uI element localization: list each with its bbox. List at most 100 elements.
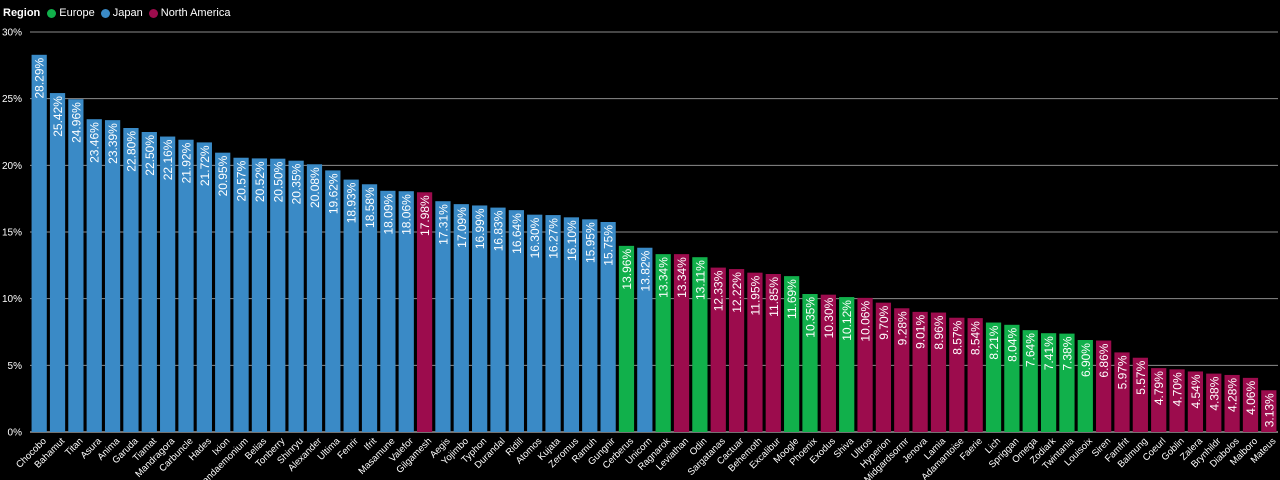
bar-masamune[interactable] xyxy=(380,190,396,432)
bar-ramuh[interactable] xyxy=(582,219,598,432)
bar-midgardsormr[interactable] xyxy=(894,308,910,432)
data-label: 4.38% xyxy=(1207,376,1221,410)
bar-gungnir[interactable] xyxy=(600,222,616,432)
bar-aegis[interactable] xyxy=(435,201,451,432)
bar-zodiark[interactable] xyxy=(1040,333,1057,432)
bar-malboro[interactable] xyxy=(1242,377,1259,432)
bar-mandragora[interactable] xyxy=(160,136,176,433)
bar-hyperion[interactable] xyxy=(875,302,892,432)
bar-diabolos[interactable] xyxy=(1224,374,1240,432)
bar-bahamut[interactable] xyxy=(49,93,66,433)
bar-goblin[interactable] xyxy=(1169,369,1185,432)
bar-exodus[interactable] xyxy=(820,294,836,432)
bar-ultima[interactable] xyxy=(325,170,341,432)
bar-cactuar[interactable] xyxy=(728,269,745,432)
legend-item-europe[interactable]: Europe xyxy=(47,7,95,19)
bar-shinryu[interactable] xyxy=(288,160,304,432)
bar-phoenix[interactable] xyxy=(802,294,818,432)
data-label: 11.69% xyxy=(785,279,799,319)
data-label: 12.33% xyxy=(712,270,726,311)
data-label: 15.95% xyxy=(583,222,597,263)
bar-mateus[interactable] xyxy=(1261,390,1277,432)
data-label: 8.21% xyxy=(987,325,1001,359)
bar-ridill[interactable] xyxy=(508,210,524,432)
bar-zalera[interactable] xyxy=(1187,371,1204,432)
bar-odin[interactable] xyxy=(692,257,708,432)
bar-omega[interactable] xyxy=(1022,330,1038,432)
bar-durandal[interactable] xyxy=(490,207,506,432)
data-label: 17.09% xyxy=(455,207,469,248)
bar-yojimbo[interactable] xyxy=(453,204,469,432)
bar-cerberus[interactable] xyxy=(618,245,635,432)
bar-kujata[interactable] xyxy=(545,215,561,432)
data-label: 21.72% xyxy=(198,145,212,186)
bar-alexander[interactable] xyxy=(306,164,323,432)
bars: 28.29% 25.42% 24.96% 23.46% 23.39% 22.80% 22.5… xyxy=(31,54,1277,433)
bar-gilgamesh[interactable] xyxy=(416,192,433,432)
bar-atomos[interactable] xyxy=(527,214,543,432)
data-label: 11.95% xyxy=(748,275,762,315)
data-label: 13.82% xyxy=(638,250,652,291)
data-label: 5.97% xyxy=(1116,355,1130,389)
bar-pandaemonium[interactable] xyxy=(233,157,249,432)
legend-label-japan: Japan xyxy=(112,7,143,19)
bar-fenrir[interactable] xyxy=(343,179,359,432)
bar-shiva[interactable] xyxy=(839,297,855,432)
bar-twintania[interactable] xyxy=(1059,333,1075,432)
bar-balmung[interactable] xyxy=(1132,357,1148,432)
bar-sargatanas[interactable] xyxy=(710,267,726,432)
bar-moogle[interactable] xyxy=(784,276,800,432)
bar-faerie[interactable] xyxy=(967,318,983,432)
bar-ixion[interactable] xyxy=(215,152,231,432)
bar-hades[interactable] xyxy=(196,142,212,432)
data-label: 12.22% xyxy=(730,272,744,313)
bar-tiamat[interactable] xyxy=(141,132,157,432)
data-label: 9.70% xyxy=(877,305,891,339)
bar-valefor[interactable] xyxy=(398,191,414,432)
legend-item-north-america[interactable]: North America xyxy=(148,7,231,19)
bar-asura[interactable] xyxy=(86,119,102,432)
bar-jenova[interactable] xyxy=(912,311,928,432)
bar-titan[interactable] xyxy=(68,99,84,432)
y-tick-label: 15% xyxy=(2,228,22,239)
bar-behemoth[interactable] xyxy=(747,272,763,432)
y-tick-label: 0% xyxy=(8,428,23,439)
data-label: 16.83% xyxy=(492,210,506,251)
bar-unicorn[interactable] xyxy=(637,247,653,432)
data-label: 28.29% xyxy=(33,57,47,98)
bar-spriggan[interactable] xyxy=(1004,324,1020,432)
data-label: 13.11% xyxy=(693,260,707,300)
bar-tonberry[interactable] xyxy=(270,158,286,432)
bar-chocobo[interactable] xyxy=(31,54,47,433)
bar-anima[interactable] xyxy=(104,120,121,432)
data-label: 4.28% xyxy=(1226,378,1240,412)
legend-item-japan[interactable]: Japan xyxy=(100,7,143,19)
bar-ultros[interactable] xyxy=(857,297,873,432)
bar-siren[interactable] xyxy=(1096,340,1112,432)
bar-zeromus[interactable] xyxy=(563,217,580,432)
bar-garuda[interactable] xyxy=(123,128,139,432)
bar-lich[interactable] xyxy=(985,322,1002,432)
y-tick-label: 30% xyxy=(2,28,22,39)
bar-famfrit[interactable] xyxy=(1114,352,1130,432)
bar-coeurl[interactable] xyxy=(1151,368,1167,432)
data-label: 16.30% xyxy=(528,217,542,258)
data-label: 22.80% xyxy=(124,131,138,172)
bar-belias[interactable] xyxy=(251,158,268,432)
bar-brynhildr[interactable] xyxy=(1206,373,1222,432)
bar-leviathan[interactable] xyxy=(673,254,690,432)
data-label: 5.57% xyxy=(1134,360,1148,394)
x-tick-label: Fenrir xyxy=(336,436,361,461)
legend-title: Region xyxy=(3,7,41,19)
bar-typhon[interactable] xyxy=(472,205,488,432)
bar-ifrit[interactable] xyxy=(361,184,378,432)
bar-excalibur[interactable] xyxy=(765,274,781,432)
bar-louisoix[interactable] xyxy=(1077,340,1093,432)
bar-ragnarok[interactable] xyxy=(655,254,671,432)
legend-label-north-america: North America xyxy=(160,7,231,19)
data-label: 23.39% xyxy=(106,123,120,164)
data-label: 4.70% xyxy=(1171,372,1185,406)
bar-carbuncle[interactable] xyxy=(178,139,194,432)
bar-adamantoise[interactable] xyxy=(949,317,965,432)
bar-lamia[interactable] xyxy=(930,312,947,432)
